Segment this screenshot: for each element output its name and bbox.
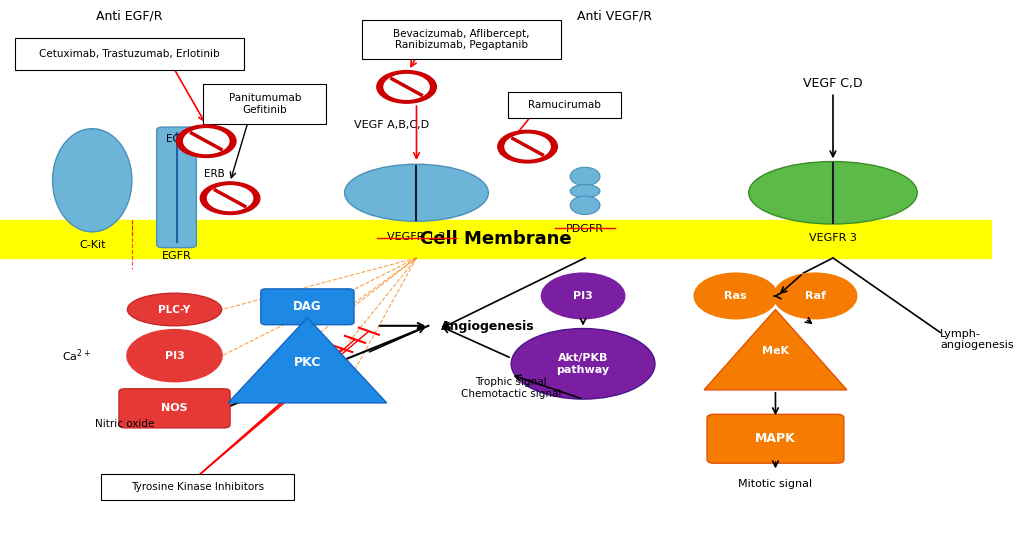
Ellipse shape [749, 162, 918, 224]
Text: VEGFR 3: VEGFR 3 [809, 233, 857, 243]
Circle shape [127, 330, 222, 382]
Text: Bevacizumab, Aflibercept,
Ranibizumab, Pegaptanib: Bevacizumab, Aflibercept, Ranibizumab, P… [393, 29, 529, 50]
Text: Akt/PKB
pathway: Akt/PKB pathway [556, 352, 609, 375]
Text: EGFR: EGFR [162, 251, 191, 261]
Text: PI3: PI3 [573, 291, 593, 301]
Text: MeK: MeK [762, 346, 788, 356]
Text: VEGF A,B,C,D: VEGF A,B,C,D [354, 119, 429, 130]
FancyBboxPatch shape [15, 38, 244, 70]
Text: Trophic signal
Chemotactic signal: Trophic signal Chemotactic signal [461, 377, 561, 399]
Text: Cell Membrane: Cell Membrane [420, 230, 571, 248]
Circle shape [505, 134, 550, 159]
Circle shape [542, 273, 625, 319]
Circle shape [694, 273, 777, 319]
Text: Raf: Raf [805, 291, 825, 301]
Ellipse shape [570, 167, 600, 186]
Text: Lymph-
angiogenesis: Lymph- angiogenesis [940, 329, 1014, 350]
Text: Panitumumab
Gefitinib: Panitumumab Gefitinib [228, 93, 301, 115]
Ellipse shape [570, 185, 600, 198]
Text: PI3: PI3 [165, 351, 184, 361]
Text: Mitotic signal: Mitotic signal [738, 479, 812, 489]
Ellipse shape [570, 196, 600, 214]
Circle shape [176, 125, 236, 157]
FancyBboxPatch shape [261, 289, 354, 325]
Text: DAG: DAG [293, 300, 322, 313]
FancyBboxPatch shape [361, 20, 561, 59]
FancyBboxPatch shape [119, 389, 230, 428]
Polygon shape [705, 310, 847, 390]
FancyBboxPatch shape [157, 127, 197, 248]
Ellipse shape [52, 129, 132, 232]
Text: Angiogenesis: Angiogenesis [441, 320, 535, 333]
Text: PLC-Y: PLC-Y [159, 305, 190, 314]
FancyBboxPatch shape [707, 414, 844, 463]
Text: VEGFR 1,2: VEGFR 1,2 [387, 232, 445, 242]
Text: ERB: ERB [204, 169, 225, 179]
Circle shape [498, 130, 557, 163]
Text: Tyrosine Kinase Inhibitors: Tyrosine Kinase Inhibitors [131, 482, 264, 492]
Text: Nitric oxide: Nitric oxide [95, 419, 155, 428]
Text: Cetuximab, Trastuzumab, Erlotinib: Cetuximab, Trastuzumab, Erlotinib [39, 49, 220, 59]
Circle shape [384, 74, 429, 99]
FancyBboxPatch shape [204, 84, 327, 124]
Ellipse shape [345, 165, 488, 222]
Text: Anti VEGF/R: Anti VEGF/R [578, 9, 652, 22]
Text: Ras: Ras [725, 291, 748, 301]
FancyBboxPatch shape [508, 92, 621, 118]
Text: C-Kit: C-Kit [79, 240, 105, 250]
Text: NOS: NOS [161, 403, 187, 413]
Text: Anti EGF/R: Anti EGF/R [95, 9, 162, 22]
Text: Ca$^{2+}$: Ca$^{2+}$ [62, 348, 91, 364]
Circle shape [201, 182, 260, 214]
Ellipse shape [127, 293, 221, 326]
Circle shape [183, 129, 229, 154]
Circle shape [773, 273, 857, 319]
Polygon shape [228, 318, 387, 403]
FancyBboxPatch shape [101, 474, 294, 500]
FancyBboxPatch shape [0, 220, 991, 258]
Circle shape [377, 71, 436, 103]
Text: MAPK: MAPK [755, 432, 796, 445]
Text: Ramucirumab: Ramucirumab [527, 100, 601, 110]
Text: EGF: EGF [166, 134, 186, 144]
Ellipse shape [511, 329, 655, 399]
Circle shape [208, 186, 253, 211]
Text: VEGF C,D: VEGF C,D [803, 77, 863, 90]
Text: PDGFR: PDGFR [566, 224, 604, 233]
Text: PKC: PKC [294, 356, 322, 369]
